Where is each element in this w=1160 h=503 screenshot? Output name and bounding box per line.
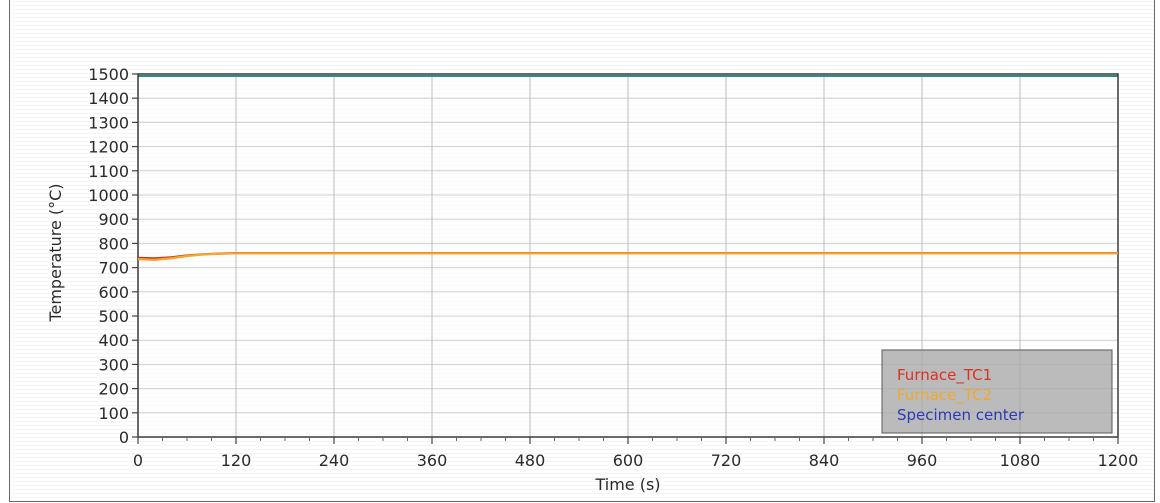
y-tick-label: 400: [98, 331, 129, 350]
x-tick-label: 600: [613, 451, 644, 470]
grid-lines: [138, 74, 1118, 437]
y-tick-label: 100: [98, 404, 129, 423]
y-tick-label: 1000: [88, 186, 129, 205]
x-tick-label: 720: [711, 451, 742, 470]
y-tick-label: 1400: [88, 89, 129, 108]
y-tick-label: 1300: [88, 113, 129, 132]
y-tick-label: 300: [98, 355, 129, 374]
x-tick-label: 360: [417, 451, 448, 470]
legend-entry: Furnace_TC2: [897, 386, 992, 405]
y-tick-label: 900: [98, 210, 129, 229]
y-tick-label: 200: [98, 380, 129, 399]
axis-ticks: 0100200300400500600700800900100011001200…: [88, 65, 1138, 470]
y-tick-label: 700: [98, 259, 129, 278]
chart-frame: 0 100 200 300 400 500 600 700 800 900 1000 1100 1200…: [9, 0, 1155, 502]
series-layer: [137, 252, 1118, 262]
x-tick-label: 240: [319, 451, 350, 470]
x-tick-label: 840: [809, 451, 840, 470]
x-tick-label: 0: [133, 451, 143, 470]
legend-entry: Specimen center: [897, 406, 1025, 424]
x-tick-label: 1200: [1098, 451, 1139, 470]
x-tick-label: 120: [221, 451, 252, 470]
y-tick-label: 1500: [88, 65, 129, 84]
x-axis-label: Time (s): [594, 475, 660, 494]
temperature-chart: 0100200300400500600700800900100011001200…: [46, 65, 1138, 494]
y-tick-label: 1200: [88, 138, 129, 157]
y-tick-label: 800: [98, 234, 129, 253]
y-tick-label: 0: [119, 428, 129, 447]
legend-box: [881, 349, 1113, 434]
x-tick-label: 1080: [1000, 451, 1041, 470]
y-tick-label: 500: [98, 307, 129, 326]
x-tick-label: 960: [907, 451, 938, 470]
legend-entry: Furnace_TC1: [897, 366, 992, 385]
series-line-furnace-tc2: [137, 252, 1118, 262]
y-tick-label: 1100: [88, 162, 129, 181]
y-tick-label: 600: [98, 283, 129, 302]
x-tick-label: 480: [515, 451, 546, 470]
y-axis-label: Temperature (°C): [46, 183, 65, 322]
